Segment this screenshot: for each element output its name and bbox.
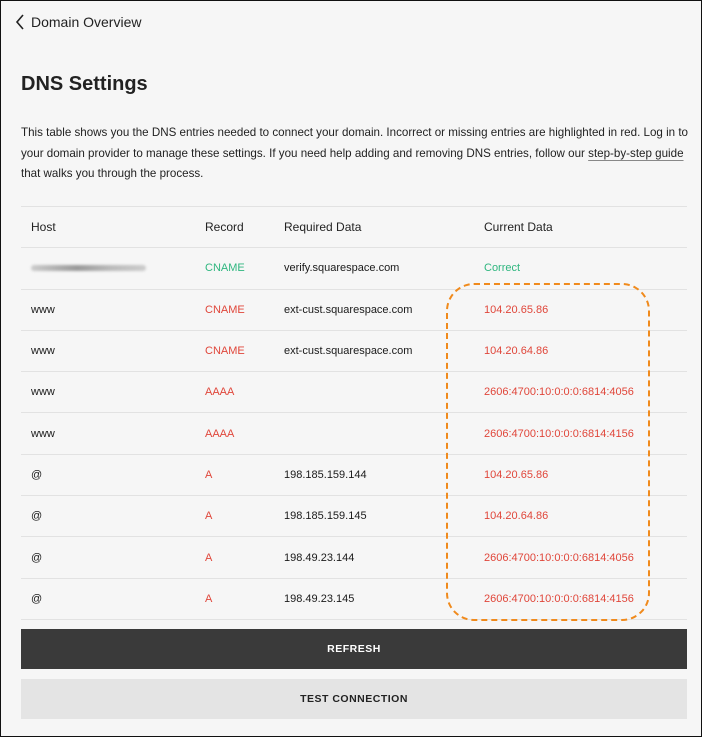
record-cell: A — [205, 551, 213, 564]
header-current-data: Current Data — [484, 220, 553, 235]
host-cell: www — [31, 303, 55, 316]
record-cell: CNAME — [205, 262, 245, 275]
refresh-button[interactable]: REFRESH — [21, 629, 687, 669]
table-row: www AAAA 2606:4700:10:0:0:0:6814:4156 — [21, 413, 687, 455]
step-by-step-guide-link[interactable]: step-by-step guide — [588, 146, 684, 160]
page-description: This table shows you the DNS entries nee… — [21, 123, 691, 185]
page-title: DNS Settings — [21, 73, 148, 95]
table-header-row: Host Record Required Data Current Data — [21, 207, 687, 249]
required-data-cell: 198.185.159.144 — [284, 468, 367, 481]
required-data-cell: 198.49.23.145 — [284, 592, 355, 605]
current-data-cell: 2606:4700:10:0:0:0:6814:4156 — [484, 427, 634, 440]
table-row: @ A 198.185.159.145 104.20.64.86 — [21, 496, 687, 538]
description-text-end: that walks you through the process. — [21, 167, 204, 180]
current-data-cell: 104.20.65.86 — [484, 303, 549, 316]
host-cell: @ — [31, 510, 43, 523]
required-data-cell: ext-cust.squarespace.com — [284, 345, 413, 358]
required-data-cell: ext-cust.squarespace.com — [284, 303, 413, 316]
table-row: www CNAME ext-cust.squarespace.com 104.20.6… — [21, 331, 687, 373]
description-text: This table shows you the DNS entries nee… — [21, 126, 689, 160]
current-data-cell: 104.20.65.86 — [484, 468, 549, 481]
record-cell: A — [205, 510, 213, 523]
table-row: @ A 198.49.23.144 2606:4700:10:0:0:0:6814:4… — [21, 537, 687, 579]
header-record: Record — [205, 220, 244, 235]
host-cell: @ — [31, 468, 43, 481]
current-data-cell: Correct — [484, 262, 521, 275]
table-row: @ A 198.49.23.145 2606:4700:10:0:0:0:6814:4… — [21, 579, 687, 620]
record-cell: AAAA — [205, 427, 235, 440]
dns-table: Host Record Required Data Current Data C… — [21, 206, 687, 620]
table-row: CNAME verify.squarespace.com Correct — [21, 248, 687, 290]
host-cell: @ — [31, 551, 43, 564]
current-data-cell: 2606:4700:10:0:0:0:6814:4056 — [484, 386, 634, 399]
host-redacted — [31, 265, 146, 272]
chevron-left-icon — [15, 14, 24, 30]
back-label: Domain Overview — [31, 14, 142, 30]
record-cell: A — [205, 468, 213, 481]
record-cell: A — [205, 592, 213, 605]
table-row: www CNAME ext-cust.squarespace.com 104.20.6… — [21, 290, 687, 331]
back-link[interactable]: Domain Overview — [15, 14, 141, 30]
current-data-cell: 104.20.64.86 — [484, 345, 549, 358]
required-data-cell: verify.squarespace.com — [284, 262, 400, 275]
test-connection-button[interactable]: TEST CONNECTION — [21, 679, 687, 719]
record-cell: CNAME — [205, 303, 245, 316]
record-cell: AAAA — [205, 386, 235, 399]
host-cell: @ — [31, 592, 43, 605]
table-row: @ A 198.185.159.144 104.20.65.86 — [21, 455, 687, 497]
host-cell: www — [31, 427, 55, 440]
required-data-cell: 198.49.23.144 — [284, 551, 355, 564]
current-data-cell: 2606:4700:10:0:0:0:6814:4056 — [484, 551, 634, 564]
required-data-cell: 198.185.159.145 — [284, 510, 367, 523]
table-row: www AAAA 2606:4700:10:0:0:0:6814:4056 — [21, 372, 687, 414]
host-cell: www — [31, 386, 55, 399]
record-cell: CNAME — [205, 345, 245, 358]
header-required-data: Required Data — [284, 220, 362, 235]
current-data-cell: 104.20.64.86 — [484, 510, 549, 523]
host-cell: www — [31, 345, 55, 358]
header-host: Host — [31, 220, 56, 235]
current-data-cell: 2606:4700:10:0:0:0:6814:4156 — [484, 592, 634, 605]
